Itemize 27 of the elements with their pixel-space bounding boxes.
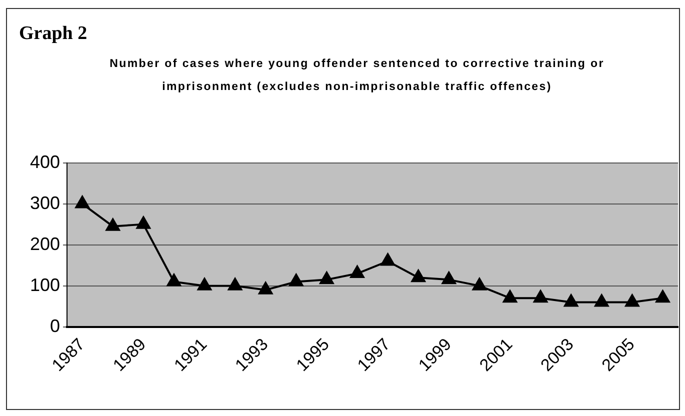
point — [75, 196, 90, 208]
point — [320, 272, 334, 284]
y-tick-label: 200 — [30, 234, 60, 254]
point — [197, 278, 212, 290]
point — [380, 253, 395, 266]
point — [350, 266, 364, 278]
point — [136, 216, 150, 229]
point — [106, 218, 120, 231]
y-tick-label: 100 — [30, 274, 60, 295]
chart-title: Graph 2 — [19, 23, 88, 45]
y-tick-label: 400 — [30, 152, 60, 172]
point — [228, 278, 242, 290]
chart-subtitle: Number of cases where young offender sentenced to corrective training or imprisonment (excludes non-imprisonable traffic offences) — [108, 57, 606, 95]
point — [258, 282, 273, 294]
point — [472, 278, 486, 290]
point — [289, 274, 304, 286]
point — [594, 294, 609, 307]
point — [656, 290, 670, 303]
point — [411, 270, 426, 282]
point — [442, 272, 456, 284]
point — [166, 274, 182, 286]
y-tick-label: 300 — [30, 192, 60, 213]
point — [502, 290, 518, 303]
y-tick-label: 0 — [50, 316, 60, 336]
point — [564, 294, 578, 307]
point — [625, 294, 640, 307]
point — [533, 290, 548, 303]
